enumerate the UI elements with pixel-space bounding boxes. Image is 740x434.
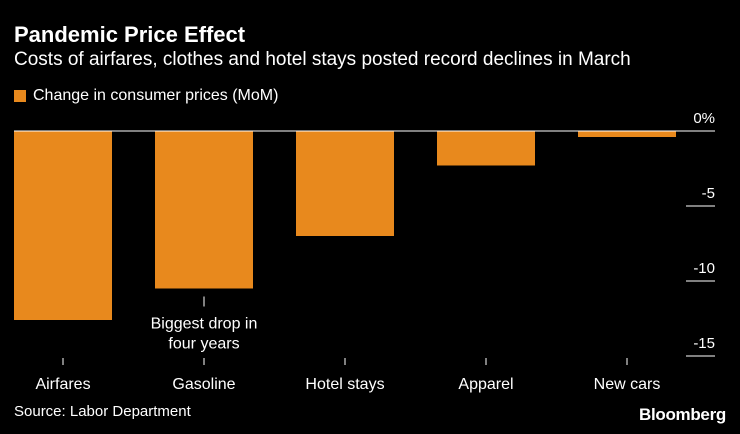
chart-title: Pandemic Price Effect [14, 22, 246, 47]
plot-area: 0% -5 -10 -15 Airfares Gasoline Hotel stays App… [14, 110, 715, 393]
x-tick-label: Hotel stays [305, 376, 384, 393]
bar-gasoline [155, 131, 253, 289]
x-tick-label: Apparel [458, 376, 513, 393]
bloomberg-logo: Bloomberg [638, 405, 726, 424]
bar-airfares [14, 131, 112, 320]
legend-swatch [14, 90, 26, 102]
y-tick-label: -10 [693, 260, 715, 277]
bar-apparel [437, 131, 535, 166]
y-tick-label: -5 [702, 185, 715, 202]
chart-subtitle: Costs of airfares, clothes and hotel sta… [14, 49, 631, 70]
source-note: Source: Labor Department [14, 403, 191, 420]
annotation-text: Biggest drop in [151, 316, 258, 333]
y-tick-label: 0% [693, 110, 715, 127]
x-tick-label: Gasoline [172, 376, 235, 393]
x-tick-label: Airfares [35, 376, 90, 393]
annotation-text: four years [168, 336, 239, 353]
legend-label: Change in consumer prices (MoM) [33, 87, 279, 104]
bar-new-cars [578, 131, 676, 137]
legend: Change in consumer prices (MoM) [14, 87, 278, 105]
y-tick-label: -15 [693, 335, 715, 352]
bar-hotel-stays [296, 131, 394, 236]
x-tick-label: New cars [594, 376, 661, 393]
